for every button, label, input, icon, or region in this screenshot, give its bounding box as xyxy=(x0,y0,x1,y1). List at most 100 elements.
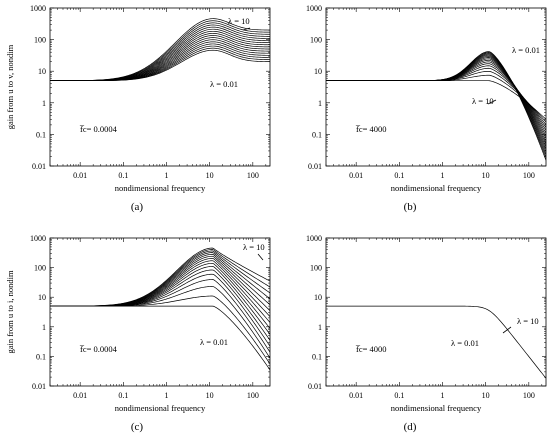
fc-annotation: f̅c= 0.0004 xyxy=(79,344,118,354)
y-tick-label: 0.01 xyxy=(308,382,322,391)
ticks xyxy=(49,237,270,387)
x-tick-label: 0.01 xyxy=(349,391,363,400)
y-tick-label: 1000 xyxy=(306,234,322,243)
series-line xyxy=(326,52,546,158)
y-tick-label: 10 xyxy=(38,293,46,302)
series-line xyxy=(326,74,546,123)
series-line xyxy=(50,266,270,335)
series-group xyxy=(326,51,546,161)
x-tick-label: 10 xyxy=(206,171,214,180)
series-line xyxy=(326,53,546,153)
lambda-label-top: λ = 10 xyxy=(243,242,265,252)
series-line xyxy=(50,37,270,82)
series-line xyxy=(326,305,546,379)
lambda-label-top: λ = 0.01 xyxy=(512,45,540,55)
panel-2: 0.01 0.1 1 10 100 0.01 0.1 1 10 100 1000 nondimensi… xyxy=(306,4,547,213)
series-line xyxy=(50,39,270,82)
series-group xyxy=(50,247,270,371)
series-group xyxy=(326,305,546,379)
panel-caption: (a) xyxy=(131,201,144,213)
y-tick-label: 1 xyxy=(42,323,46,332)
x-tick-label: 10 xyxy=(482,171,490,180)
lambda-label-bottom: λ = 10 xyxy=(472,96,494,106)
x-tick-label: 1 xyxy=(440,171,444,180)
y-tick-label: 0.1 xyxy=(312,352,322,361)
panel-1: 0.01 0.1 1 10 100 0.01 0.1 1 10 100 1000 nondimensi… xyxy=(5,4,271,213)
lambda-label-top: λ = 10 xyxy=(517,316,539,326)
y-axis-label: gain from u to v, nondim xyxy=(5,44,15,129)
x-tick-label: 10 xyxy=(482,391,490,400)
y-tick-label: 10 xyxy=(38,67,46,76)
fc-annotation: f̅c= 0.0004 xyxy=(79,124,118,134)
plot-frame xyxy=(49,237,271,387)
x-axis-label: nondimensional frequency xyxy=(391,183,482,193)
y-tick-label: 1000 xyxy=(30,234,46,243)
lambda-label-bottom: λ = 0.01 xyxy=(451,338,479,348)
x-tick-label: 10 xyxy=(206,391,214,400)
y-tick-label: 100 xyxy=(34,36,46,45)
x-tick-label: 0.01 xyxy=(73,171,87,180)
series-line xyxy=(326,67,546,128)
series-line xyxy=(326,80,546,120)
x-tick-label: 1 xyxy=(164,391,168,400)
x-tick-label: 0.01 xyxy=(73,391,87,400)
x-tick-label: 0.1 xyxy=(118,171,128,180)
series-line xyxy=(50,247,270,307)
ticks xyxy=(325,237,546,387)
series-group xyxy=(50,18,270,82)
lambda-arrow xyxy=(242,27,251,31)
ticks xyxy=(325,7,546,167)
panel-4: 0.01 0.1 1 10 100 0.01 0.1 1 10 100 1000 nondimensi… xyxy=(306,234,547,433)
panel-3: 0.01 0.1 1 10 100 0.01 0.1 1 10 100 1000 nondimensi… xyxy=(5,234,271,433)
series-line xyxy=(326,52,546,156)
x-tick-label: 0.1 xyxy=(394,391,404,400)
x-tick-label: 0.1 xyxy=(394,171,404,180)
y-tick-label: 0.01 xyxy=(32,162,46,171)
series-line xyxy=(50,18,270,82)
x-axis-label: nondimensional frequency xyxy=(391,403,482,413)
y-tick-label: 1 xyxy=(318,323,322,332)
series-line xyxy=(50,255,270,311)
y-tick-label: 100 xyxy=(310,36,322,45)
y-tick-label: 1 xyxy=(42,99,46,108)
series-line xyxy=(50,249,270,307)
panel-caption: (d) xyxy=(404,421,417,433)
y-tick-label: 100 xyxy=(310,264,322,273)
series-line xyxy=(50,252,270,307)
lambda-label-bottom: λ = 0.01 xyxy=(200,337,228,347)
plot-frame xyxy=(325,237,547,387)
x-tick-label: 1 xyxy=(164,171,168,180)
ticks xyxy=(49,7,270,167)
y-tick-label: 10 xyxy=(314,67,322,76)
y-axis-label: gain from u to i, nondim xyxy=(5,270,15,353)
fc-annotation: f̅c= 4000 xyxy=(355,124,387,134)
y-tick-label: 0.01 xyxy=(32,382,46,391)
y-tick-label: 0.01 xyxy=(308,162,322,171)
y-tick-label: 1000 xyxy=(30,4,46,13)
x-tick-label: 0.1 xyxy=(118,391,128,400)
lambda-arrow xyxy=(257,253,264,261)
lambda-label-bottom: λ = 0.01 xyxy=(210,79,238,89)
y-tick-label: 1000 xyxy=(306,4,322,13)
series-line xyxy=(326,65,546,131)
lambda-label-top: λ = 10 xyxy=(228,16,250,26)
panel-caption: (b) xyxy=(404,201,417,213)
x-tick-label: 100 xyxy=(523,391,535,400)
x-tick-label: 100 xyxy=(247,391,259,400)
x-tick-label: 100 xyxy=(247,171,259,180)
series-line xyxy=(50,305,270,371)
x-tick-label: 100 xyxy=(523,171,535,180)
lambda-arrow xyxy=(502,326,512,334)
series-line xyxy=(326,63,546,134)
x-axis-label: nondimensional frequency xyxy=(115,403,206,413)
x-tick-label: 1 xyxy=(440,391,444,400)
fc-annotation: f̅c= 4000 xyxy=(355,344,387,354)
series-line xyxy=(326,70,546,126)
y-tick-label: 0.1 xyxy=(36,352,46,361)
series-line xyxy=(326,54,546,150)
series-line xyxy=(50,253,270,307)
lambda-arrow xyxy=(487,99,497,105)
y-tick-label: 0.1 xyxy=(36,130,46,139)
y-tick-label: 1 xyxy=(318,99,322,108)
